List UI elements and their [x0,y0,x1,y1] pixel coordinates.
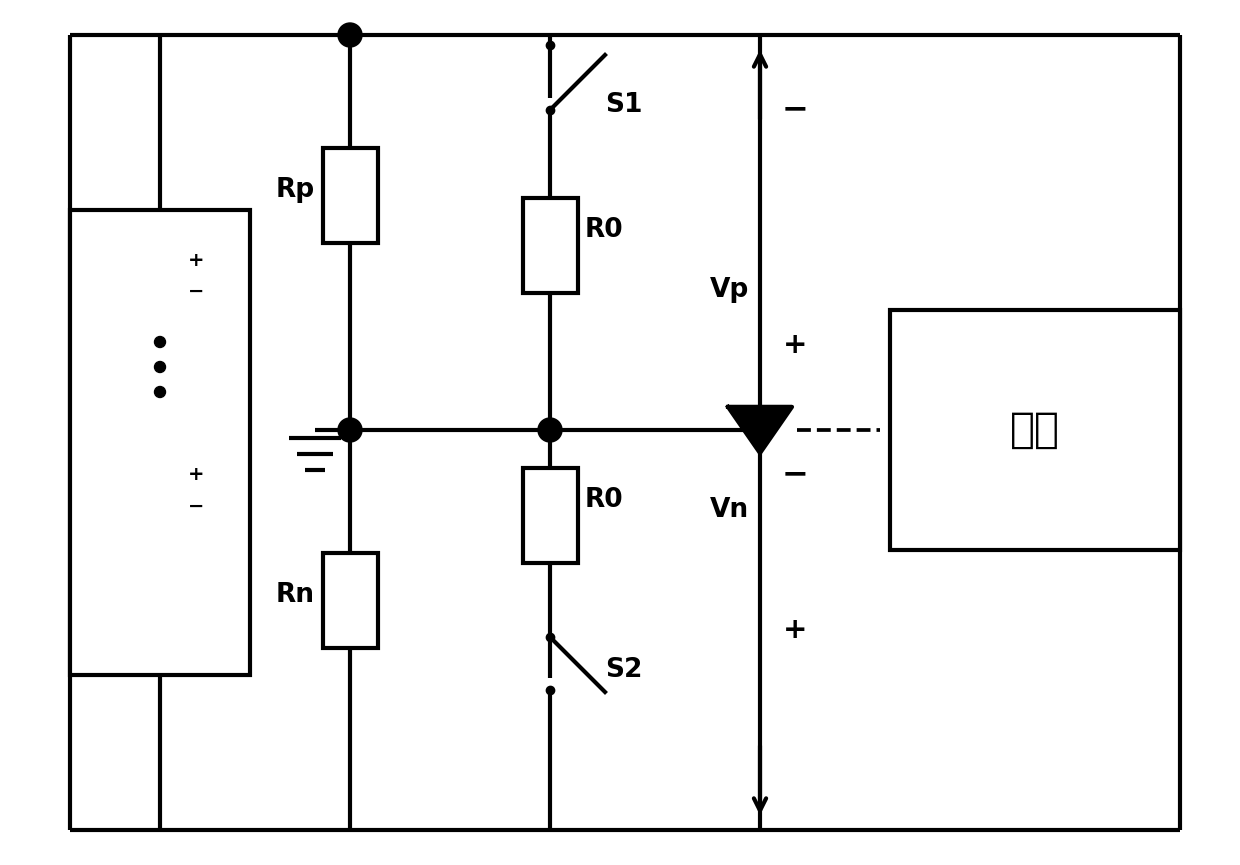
Bar [322,553,377,648]
Bar [522,467,578,562]
Text: −: − [188,281,205,300]
Text: −: − [188,497,205,516]
Circle shape [538,418,562,442]
Circle shape [155,362,165,373]
Circle shape [155,336,165,348]
Circle shape [748,418,773,442]
Text: +: + [782,616,807,644]
Text: Vn: Vn [711,497,749,523]
Bar [522,197,578,292]
Bar [69,210,250,675]
Text: Rp: Rp [275,177,315,203]
Text: +: + [188,465,205,484]
Text: S2: S2 [605,657,642,683]
Bar [890,310,1180,550]
Text: +: + [188,251,205,270]
Text: −: − [781,94,808,125]
Text: 负载: 负载 [1011,409,1060,451]
Polygon shape [728,407,792,453]
Text: R0: R0 [585,487,624,513]
Text: S1: S1 [605,92,642,118]
Text: +: + [782,331,807,359]
Circle shape [339,418,362,442]
Text: R0: R0 [585,217,624,243]
Text: Rn: Rn [275,582,315,608]
Bar [322,148,377,242]
Text: Vp: Vp [711,277,749,303]
Circle shape [155,387,165,398]
Text: −: − [781,459,808,490]
Circle shape [339,23,362,47]
